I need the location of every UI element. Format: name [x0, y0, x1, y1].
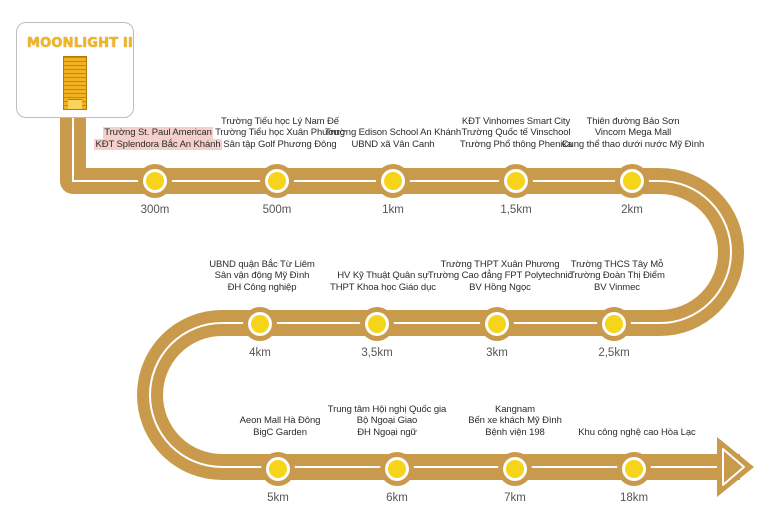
stop-distance: 3,5km	[361, 347, 393, 359]
stop-distance: 7km	[504, 492, 526, 504]
project-logo-box: MOONLIGHT II	[16, 22, 134, 118]
stop-place-name: UBND xã Vân Canh	[351, 138, 435, 150]
stop-marker-dot	[625, 460, 643, 478]
stop-marker-dot	[605, 315, 623, 333]
stop-distance: 18km	[619, 492, 649, 504]
stop-distance: 1km	[382, 204, 404, 216]
stop-place-name: BigC Garden	[253, 426, 307, 438]
stop-marker-dot	[146, 172, 164, 190]
stop-marker-dot	[251, 315, 269, 333]
stop-marker	[615, 164, 649, 198]
stop-place-name: KĐT Splendora Bắc An Khánh	[94, 138, 222, 150]
stop-place-name: Trường St. Paul American	[103, 127, 213, 139]
stop-place-name: Khu công nghệ cao Hòa Lạc	[578, 426, 696, 438]
stop-place-name: ĐH Ngoại ngữ	[357, 426, 417, 438]
stop-marker	[617, 452, 651, 486]
stop-place-list: KĐT Vinhomes Smart City Trường Quốc tế Vi…	[416, 116, 616, 151]
road-arrow-stripe	[722, 448, 745, 486]
road-center-stripe	[72, 118, 736, 468]
stop-marker	[376, 164, 410, 198]
stop-marker	[243, 307, 277, 341]
stop-place-name: Cung thể thao dưới nước Mỹ Đình	[561, 138, 705, 150]
stop-place-list: UBND quận Bắc Từ Liêm Sân vận động Mỹ Đìn…	[162, 259, 362, 294]
stop-place-name: Sân vận động Mỹ Đình	[214, 270, 310, 281]
stop-place-name: Trường Đoàn Thị Điểm	[569, 270, 665, 281]
stop-marker	[261, 452, 295, 486]
stop-place-list: Trường THPT Xuân Phương Trường Cao đẳng F…	[400, 259, 600, 294]
stop-place-list: Trung tâm Hội nghị Quốc gia Bộ Ngoại Giao…	[287, 404, 487, 439]
stop-marker-dot	[388, 460, 406, 478]
stop-marker-dot	[268, 172, 286, 190]
stop-place-name: Bộ Ngoại Giao	[356, 415, 418, 426]
stop-place-list: Aeon Mall Hà Đông BigC Garden	[180, 415, 380, 438]
stop-place-list: Trường THCS Tây Mỗ Trường Đoàn Thị Điểm BV…	[517, 259, 717, 294]
stop-place-name: KĐT Vinhomes Smart City	[461, 115, 571, 127]
stop-place-name: Trung tâm Hội nghị Quốc gia	[327, 403, 447, 415]
stop-distance: 6km	[386, 492, 408, 504]
stop-place-list: Thiên đường Bảo Sơn Vincom Mega Mall Cung …	[533, 116, 733, 151]
stop-place-name: Trường THCS Tây Mỗ	[570, 258, 664, 270]
stop-place-name: Thiên đường Bảo Sơn	[586, 115, 680, 127]
stop-distance: 500m	[262, 204, 292, 216]
stop-place-name: HV Kỹ Thuật Quân sự	[337, 270, 429, 281]
stop-marker	[138, 164, 172, 198]
stop-place-name: Trường Edison School An Khánh	[324, 127, 462, 138]
stop-place-list: Trường Tiểu học Lý Nam Đế Trường Tiểu học…	[180, 116, 380, 151]
building-icon	[63, 56, 87, 110]
stop-place-name: Aeon Mall Hà Đông	[239, 415, 321, 426]
stop-distance: 2,5km	[598, 347, 630, 359]
stop-marker-dot	[623, 172, 641, 190]
stop-marker	[597, 307, 631, 341]
stop-marker	[360, 307, 394, 341]
stop-place-name: Bến xe khách Mỹ Đình	[468, 415, 562, 426]
stop-marker	[480, 307, 514, 341]
stop-distance: 5km	[267, 492, 289, 504]
stop-place-list: Trường St. Paul American KĐT Splendora Bắ…	[58, 127, 258, 150]
stop-place-name: Sân tập Golf Phương Đông	[223, 138, 337, 150]
stop-marker-dot	[506, 460, 524, 478]
stop-marker	[380, 452, 414, 486]
stop-place-name: Trường THPT Xuân Phương	[440, 258, 560, 270]
stop-place-name: Bệnh viện 198	[485, 426, 545, 438]
stop-marker	[498, 452, 532, 486]
stop-place-name: UBND quận Bắc Từ Liêm	[209, 258, 315, 270]
stop-marker	[499, 164, 533, 198]
stop-distance: 300m	[140, 204, 170, 216]
stop-marker	[260, 164, 294, 198]
stop-place-name: BV Hồng Ngọc	[469, 281, 531, 293]
stop-distance: 1,5km	[500, 204, 532, 216]
stop-place-name: Kangnam	[495, 403, 535, 415]
stop-distance: 4km	[249, 347, 271, 359]
stop-place-name: Trường Cao đẳng FPT Polytechnic	[427, 270, 573, 281]
stop-place-name: Vincom Mega Mall	[594, 127, 672, 138]
stop-place-name: Trường Tiểu học Xuân Phương	[215, 127, 345, 138]
stop-place-name: Trường Tiểu học Lý Nam Đế	[221, 115, 339, 127]
stop-marker-dot	[507, 172, 525, 190]
stop-distance: 3km	[486, 347, 508, 359]
stop-place-list: HV Kỹ Thuật Quân sự THPT Khoa học Giáo dụ…	[283, 270, 483, 293]
stop-marker-dot	[488, 315, 506, 333]
project-logo-text: MOONLIGHT II	[27, 36, 134, 51]
stop-place-list: Khu công nghệ cao Hòa Lạc	[537, 427, 737, 439]
stop-place-name: Trường Phổ thông Phenika	[459, 138, 573, 150]
stop-distance: 2km	[621, 204, 643, 216]
stop-place-name: BV Vinmec	[594, 281, 640, 293]
stop-place-list: Kangnam Bến xe khách Mỹ Đình Bệnh viện 198	[415, 404, 615, 439]
stop-place-list: Trường Edison School An Khánh UBND xã Vân…	[293, 127, 493, 150]
stop-marker-dot	[384, 172, 402, 190]
stop-place-name: ĐH Công nghiệp	[227, 281, 297, 293]
stop-marker-dot	[269, 460, 287, 478]
stop-place-name: THPT Khoa học Giáo dục	[330, 281, 436, 293]
stop-marker-dot	[368, 315, 386, 333]
stop-place-name: Trường Quốc tế Vinschool	[461, 127, 571, 138]
